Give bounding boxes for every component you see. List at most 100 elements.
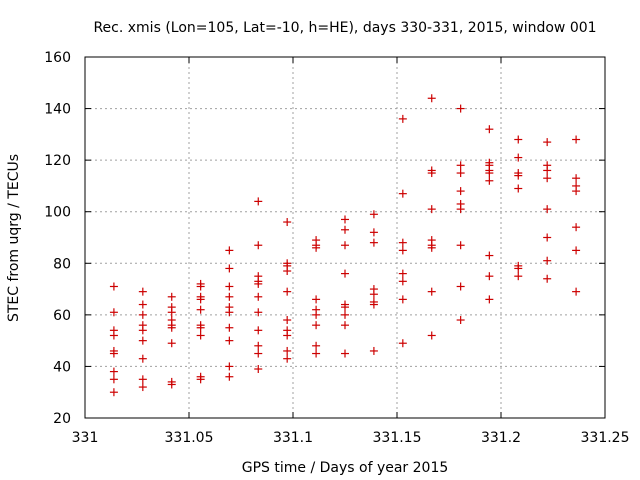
data-point	[109, 331, 118, 340]
data-point	[254, 349, 263, 358]
y-tick-labels: 20 40 60 80 100 120 140 160	[44, 50, 71, 427]
data-point	[514, 153, 523, 162]
data-point	[196, 323, 205, 332]
data-point	[312, 243, 321, 252]
x-tick-label: 331.25	[581, 430, 630, 446]
data-point	[312, 321, 321, 330]
data-point	[398, 189, 407, 198]
data-point	[167, 308, 176, 317]
y-tick-label: 140	[44, 102, 71, 118]
data-point	[456, 241, 465, 250]
data-point	[369, 210, 378, 219]
plot-frame	[84, 56, 606, 419]
data-point	[225, 246, 234, 255]
data-point	[196, 295, 205, 304]
data-point	[398, 277, 407, 286]
data-point	[312, 349, 321, 358]
data-points	[109, 94, 581, 397]
data-point	[572, 287, 581, 296]
data-point	[225, 308, 234, 317]
data-point	[167, 339, 176, 348]
grid	[85, 57, 605, 418]
data-point	[456, 205, 465, 214]
data-point	[514, 184, 523, 193]
data-point	[138, 300, 147, 309]
data-point	[341, 310, 349, 319]
data-point	[369, 228, 378, 237]
data-point	[427, 94, 436, 103]
data-point	[514, 264, 523, 273]
data-point	[456, 187, 465, 196]
data-point	[138, 310, 147, 319]
data-point	[572, 223, 581, 232]
data-point	[456, 316, 465, 325]
data-point	[341, 349, 349, 358]
data-point	[109, 308, 118, 317]
data-point	[225, 362, 234, 371]
data-point	[341, 269, 349, 278]
data-point	[514, 135, 523, 144]
data-point	[369, 300, 378, 309]
x-tick-label: 331.2	[481, 430, 521, 446]
data-point	[167, 292, 176, 301]
data-point	[138, 383, 147, 392]
data-point	[543, 256, 552, 265]
data-point	[312, 295, 321, 304]
data-point	[427, 331, 436, 340]
data-point	[225, 323, 234, 332]
data-point	[572, 187, 581, 196]
data-point	[109, 349, 118, 358]
data-point	[283, 267, 292, 276]
data-point	[109, 388, 118, 397]
data-point	[312, 310, 321, 319]
axis-ticks	[84, 56, 606, 419]
x-tick-labels: 331 331.05 331.1 331.15 331.2 331.25	[72, 430, 630, 446]
data-point	[341, 321, 349, 330]
data-point	[543, 205, 552, 214]
data-point	[456, 161, 465, 170]
chart-title: Rec. xmis (Lon=105, Lat=-10, h=HE), days…	[93, 20, 596, 36]
data-point	[254, 326, 263, 335]
data-point	[369, 290, 378, 299]
data-point	[572, 135, 581, 144]
x-tick-label: 331.05	[165, 430, 214, 446]
data-point	[196, 375, 205, 384]
data-point	[254, 292, 263, 301]
y-axis-label: STEC from uqrg / TECUs	[6, 154, 22, 322]
data-point	[427, 287, 436, 296]
data-point	[225, 292, 234, 301]
data-point	[196, 282, 205, 291]
data-point	[254, 308, 263, 317]
data-point	[456, 104, 465, 113]
data-point	[283, 218, 292, 227]
data-point	[225, 336, 234, 345]
data-point	[283, 354, 292, 363]
data-point	[485, 125, 494, 134]
data-point	[572, 246, 581, 255]
data-point	[427, 169, 436, 178]
data-point	[254, 365, 263, 374]
data-point	[398, 238, 407, 247]
data-point	[456, 169, 465, 178]
data-point	[254, 241, 263, 250]
data-point	[543, 138, 552, 147]
data-point	[427, 205, 436, 214]
data-point	[514, 272, 523, 281]
data-point	[485, 176, 494, 185]
y-tick-label: 40	[53, 359, 71, 375]
y-tick-label: 80	[53, 256, 71, 272]
y-tick-label: 160	[44, 50, 71, 66]
data-point	[341, 303, 349, 312]
data-point	[485, 272, 494, 281]
data-point	[543, 233, 552, 242]
data-point	[369, 238, 378, 247]
y-tick-label: 120	[44, 153, 71, 169]
data-point	[225, 372, 234, 381]
data-point	[283, 331, 292, 340]
data-point	[225, 282, 234, 291]
data-point	[138, 375, 147, 384]
data-point	[485, 251, 494, 260]
data-point	[225, 264, 234, 273]
data-point	[514, 171, 523, 180]
